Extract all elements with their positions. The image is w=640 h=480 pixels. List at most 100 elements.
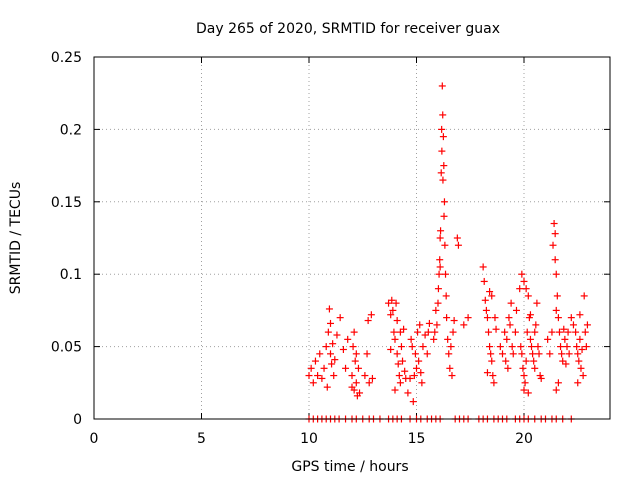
- data-point: [519, 364, 527, 372]
- data-point: [440, 162, 448, 170]
- data-point: [535, 350, 543, 358]
- data-point: [552, 306, 560, 314]
- data-point: [550, 220, 558, 228]
- data-point: [572, 328, 580, 336]
- data-point: [488, 292, 496, 300]
- data-point: [438, 147, 446, 155]
- data-point: [552, 270, 560, 278]
- data-point: [439, 176, 447, 184]
- x-tick-label: 15: [408, 431, 426, 447]
- data-point: [558, 350, 566, 358]
- data-point: [443, 314, 451, 322]
- y-axis-label: SRMTID / TECUs: [8, 182, 24, 295]
- data-point: [390, 328, 398, 336]
- data-point: [576, 335, 584, 343]
- data-point: [479, 263, 487, 271]
- data-point: [434, 285, 442, 293]
- x-tick-label: 20: [515, 431, 533, 447]
- data-point: [425, 319, 433, 327]
- data-point: [501, 328, 509, 336]
- data-point: [431, 328, 439, 336]
- data-point: [576, 311, 584, 319]
- data-point: [344, 335, 352, 343]
- data-point: [438, 125, 446, 133]
- data-point: [417, 369, 425, 377]
- data-point: [389, 306, 397, 314]
- data-point: [393, 350, 401, 358]
- data-point: [442, 270, 450, 278]
- data-point: [523, 328, 531, 336]
- data-point: [436, 263, 444, 271]
- data-point: [440, 212, 448, 220]
- data-point: [489, 372, 497, 380]
- data-point: [438, 82, 446, 90]
- data-point: [486, 343, 494, 351]
- data-point: [434, 299, 442, 307]
- data-point: [492, 325, 500, 333]
- data-point: [352, 350, 360, 358]
- data-point: [316, 350, 324, 358]
- data-point: [522, 285, 530, 293]
- data-point: [352, 379, 360, 387]
- data-point: [368, 374, 376, 382]
- data-point: [483, 369, 491, 377]
- data-point: [490, 379, 498, 387]
- data-point: [410, 372, 418, 380]
- data-point: [448, 372, 456, 380]
- data-point: [449, 328, 457, 336]
- data-point: [554, 314, 562, 322]
- data-point: [520, 372, 528, 380]
- data-point: [401, 367, 409, 375]
- data-point: [348, 383, 356, 391]
- data-point: [499, 350, 506, 358]
- data-point: [464, 314, 472, 322]
- data-point: [460, 321, 468, 329]
- data-point: [363, 350, 371, 358]
- data-point: [581, 328, 589, 336]
- data-point: [348, 372, 356, 380]
- data-point: [328, 360, 336, 368]
- data-point: [406, 374, 414, 382]
- data-point: [530, 357, 538, 365]
- data-point: [509, 350, 517, 358]
- data-points: [305, 82, 591, 423]
- data-point: [439, 133, 447, 141]
- data-point: [486, 288, 494, 296]
- data-point: [441, 241, 449, 249]
- data-point: [520, 386, 528, 394]
- data-point: [548, 328, 556, 336]
- data-point: [388, 296, 396, 304]
- data-point: [533, 299, 541, 307]
- data-point: [481, 296, 489, 304]
- data-point: [502, 357, 510, 365]
- data-point: [512, 306, 520, 314]
- data-point: [415, 357, 423, 365]
- data-point: [574, 379, 582, 387]
- data-point: [529, 350, 537, 358]
- data-point: [423, 350, 431, 358]
- data-point: [407, 335, 415, 343]
- data-point: [440, 198, 448, 206]
- data-point: [356, 389, 364, 397]
- data-point: [424, 328, 432, 336]
- data-point: [333, 331, 341, 339]
- data-point: [551, 256, 559, 264]
- data-point: [361, 372, 369, 380]
- chart-title: Day 265 of 2020, SRMTID for receiver gua…: [196, 21, 500, 37]
- y-tick-label: 0.25: [51, 50, 82, 66]
- data-point: [505, 314, 513, 322]
- data-point: [485, 328, 493, 336]
- data-point: [524, 389, 532, 397]
- data-point: [511, 328, 519, 336]
- data-point: [323, 383, 331, 391]
- data-point: [518, 350, 526, 358]
- data-point: [414, 328, 422, 336]
- data-point: [522, 357, 530, 365]
- data-point: [320, 364, 328, 372]
- data-point: [575, 357, 583, 365]
- data-point: [339, 345, 347, 353]
- data-point: [430, 335, 438, 343]
- data-point: [391, 386, 399, 394]
- data-point: [435, 270, 443, 278]
